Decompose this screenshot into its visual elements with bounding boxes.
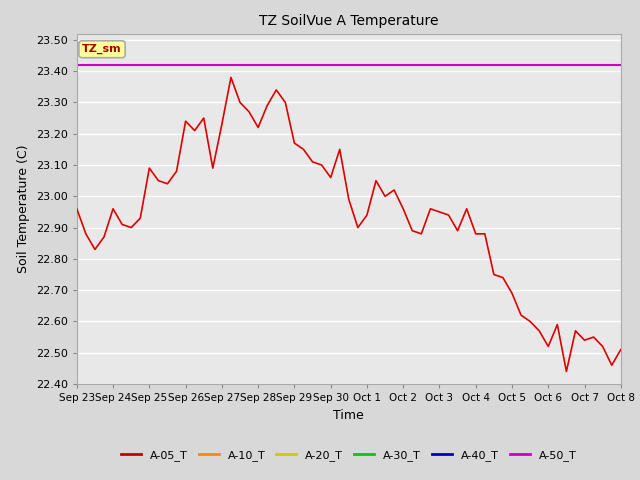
Y-axis label: Soil Temperature (C): Soil Temperature (C) (17, 144, 30, 273)
Text: TZ_sm: TZ_sm (82, 44, 122, 54)
X-axis label: Time: Time (333, 408, 364, 421)
Legend: A-05_T, A-10_T, A-20_T, A-30_T, A-40_T, A-50_T: A-05_T, A-10_T, A-20_T, A-30_T, A-40_T, … (116, 445, 581, 466)
Title: TZ SoilVue A Temperature: TZ SoilVue A Temperature (259, 14, 438, 28)
